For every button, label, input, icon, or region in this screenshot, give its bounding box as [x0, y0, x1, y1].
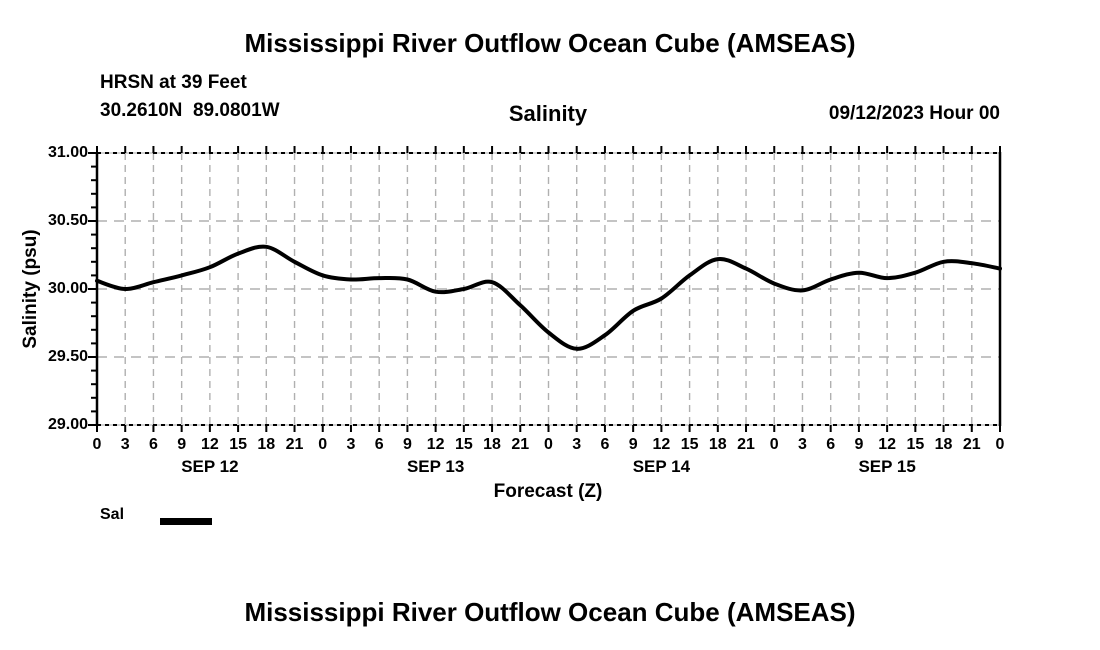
x-day-label: SEP 12 [181, 457, 239, 476]
x-tick-label: 18 [708, 436, 727, 453]
x-tick-label: 0 [318, 436, 328, 453]
model-run-label: 09/12/2023 Hour 00 [828, 103, 1000, 124]
chart-bottom-title: Mississippi River Outflow Ocean Cube (AM… [244, 597, 856, 627]
x-tick-label: 15 [906, 436, 925, 453]
x-tick-label: 0 [544, 436, 553, 453]
x-day-label: SEP 15 [858, 457, 916, 476]
x-tick-label: 0 [995, 436, 1005, 453]
x-tick-label: 3 [798, 436, 807, 453]
x-tick-label: 6 [374, 436, 384, 453]
x-tick-label: 21 [737, 436, 755, 453]
x-tick-label: 6 [600, 436, 610, 453]
x-tick-label: 9 [628, 436, 638, 453]
x-axis-label: Forecast (Z) [493, 481, 603, 502]
x-tick-label: 3 [346, 436, 356, 453]
x-tick-label: 9 [854, 436, 864, 453]
x-day-label: SEP 14 [632, 457, 691, 476]
y-tick-label: 30.50 [47, 212, 88, 229]
x-tick-label: 9 [177, 436, 187, 453]
x-tick-label: 0 [769, 436, 779, 453]
x-tick-label: 15 [454, 436, 473, 453]
x-tick-label: 21 [962, 436, 981, 453]
x-tick-label: 6 [148, 436, 158, 453]
chart-top-title: Mississippi River Outflow Ocean Cube (AM… [244, 28, 856, 58]
legend-series-label: Sal [100, 506, 125, 523]
x-tick-label: 12 [652, 436, 671, 453]
x-tick-label: 12 [426, 436, 445, 453]
station-label: HRSN at 39 Feet [100, 72, 247, 93]
x-tick-label: 12 [200, 436, 219, 453]
x-tick-label: 6 [826, 436, 836, 453]
x-tick-label: 12 [878, 436, 897, 453]
y-tick-label: 31.00 [47, 144, 88, 161]
x-tick-label: 18 [483, 436, 501, 453]
y-tick-label: 29.50 [47, 348, 88, 365]
x-tick-label: 21 [511, 436, 530, 453]
x-tick-label: 9 [402, 436, 412, 453]
y-tick-label: 29.00 [47, 416, 88, 433]
x-tick-label: 21 [285, 436, 304, 453]
x-tick-label: 3 [572, 436, 582, 453]
legend-line-swatch [160, 518, 212, 525]
coordinates-label: 30.2610N 89.0801W [100, 100, 280, 121]
x-tick-label: 18 [257, 436, 276, 453]
variable-title: Salinity [508, 101, 588, 126]
salinity-series-line [95, 244, 1002, 351]
x-tick-label: 15 [680, 436, 699, 453]
x-tick-label: 18 [934, 436, 953, 453]
x-tick-label: 3 [120, 436, 130, 453]
y-tick-label: 30.00 [47, 280, 88, 297]
x-tick-label: 15 [229, 436, 247, 453]
x-day-label: SEP 13 [406, 457, 465, 476]
x-tick-label: 0 [92, 436, 102, 453]
